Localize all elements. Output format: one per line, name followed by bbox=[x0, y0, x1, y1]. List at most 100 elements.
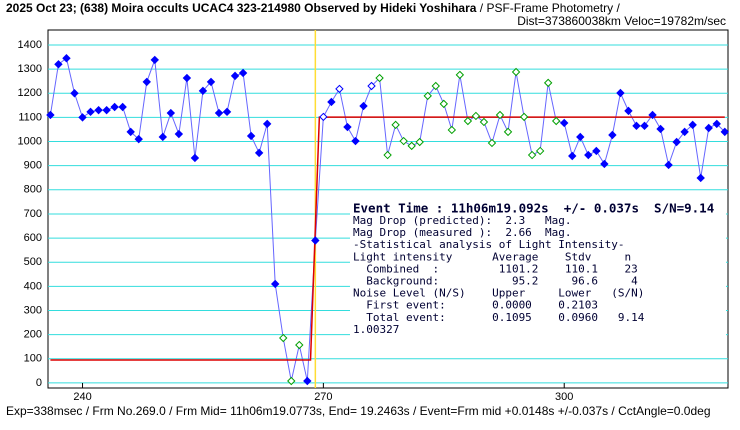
data-point bbox=[423, 91, 432, 101]
data-point bbox=[295, 340, 304, 350]
data-point bbox=[503, 127, 513, 137]
data-point bbox=[351, 136, 360, 146]
data-point bbox=[560, 118, 569, 128]
data-point bbox=[383, 150, 392, 160]
data-point bbox=[616, 88, 625, 98]
data-point bbox=[150, 55, 159, 65]
data-point bbox=[568, 151, 577, 161]
data-point bbox=[487, 138, 497, 148]
info-line: Mag Drop (predicted): 2.3 Mag. bbox=[353, 214, 572, 227]
data-point bbox=[46, 110, 55, 120]
info-line: First event: 0.0000 0.2103 bbox=[353, 299, 598, 312]
data-point bbox=[262, 119, 272, 129]
info-line: Total event: 0.1095 0.0960 9.14 bbox=[353, 311, 645, 324]
data-point bbox=[600, 159, 609, 169]
data-point bbox=[158, 132, 168, 142]
data-point bbox=[270, 279, 280, 289]
data-point bbox=[367, 81, 376, 91]
data-point bbox=[94, 105, 103, 115]
data-point bbox=[407, 141, 416, 151]
chart-subtitle2: Dist=373860038km Veloc=19782m/sec bbox=[517, 14, 726, 28]
data-point bbox=[166, 108, 176, 118]
footer: Exp=338msec / Frm No.269.0 / Frm Mid= 11… bbox=[6, 404, 711, 418]
y-tick-label: 600 bbox=[24, 232, 42, 244]
data-point bbox=[584, 150, 593, 160]
x-tick-label: 270 bbox=[314, 391, 332, 403]
data-point bbox=[287, 376, 296, 386]
chart-title-line: 2025 Oct 23; (638) Moira occults UCAC4 3… bbox=[6, 1, 620, 15]
y-tick-label: 800 bbox=[24, 184, 42, 196]
data-point bbox=[463, 116, 473, 126]
data-point bbox=[254, 148, 264, 158]
chart-subtitle: / PSF-Frame Photometry / bbox=[476, 1, 620, 15]
y-tick-label: 1400 bbox=[18, 39, 42, 51]
info-line: Background: 95.2 96.6 4 bbox=[353, 275, 638, 288]
y-tick-label: 500 bbox=[24, 256, 42, 268]
data-point bbox=[214, 108, 224, 118]
data-point bbox=[54, 60, 63, 69]
data-point bbox=[608, 130, 617, 140]
data-point bbox=[439, 99, 449, 109]
data-point bbox=[551, 116, 561, 126]
info-line: Light intensity Average Stdv n bbox=[353, 250, 631, 263]
data-point bbox=[327, 97, 336, 107]
data-point bbox=[527, 150, 537, 160]
data-point bbox=[471, 111, 481, 121]
data-point bbox=[375, 73, 384, 83]
data-point bbox=[62, 54, 71, 63]
y-tick-label: 400 bbox=[24, 280, 42, 292]
data-point bbox=[640, 121, 649, 131]
data-point bbox=[303, 376, 312, 386]
data-point bbox=[680, 127, 689, 137]
data-point bbox=[78, 113, 87, 122]
data-point bbox=[222, 107, 232, 117]
data-point bbox=[688, 120, 697, 130]
chart-title: 2025 Oct 23; (638) Moira occults UCAC4 3… bbox=[6, 1, 477, 15]
data-point bbox=[511, 67, 521, 77]
data-point bbox=[311, 236, 320, 245]
info-line: -Statistical analysis of Light Intensity… bbox=[353, 238, 625, 251]
data-point bbox=[495, 110, 505, 120]
y-tick-label: 100 bbox=[24, 353, 42, 365]
y-tick-label: 1200 bbox=[18, 87, 42, 99]
data-point bbox=[624, 106, 633, 116]
data-point bbox=[246, 131, 256, 141]
data-point bbox=[206, 77, 216, 87]
y-tick-label: 1300 bbox=[18, 63, 42, 75]
data-point bbox=[343, 122, 352, 132]
data-point bbox=[335, 84, 344, 94]
info-line: Mag Drop (measured ): 2.66 Mag. bbox=[353, 226, 572, 239]
data-point bbox=[279, 333, 288, 343]
data-point bbox=[664, 160, 673, 170]
data-point bbox=[704, 123, 713, 133]
data-point bbox=[198, 86, 208, 96]
y-tick-label: 0 bbox=[36, 377, 42, 389]
data-point bbox=[479, 117, 489, 127]
data-point bbox=[102, 105, 111, 115]
data-point bbox=[399, 136, 408, 146]
data-point bbox=[648, 110, 657, 120]
y-tick-label: 200 bbox=[24, 329, 42, 341]
info-line: Noise Level (N/S) Upper Lower (S/N) bbox=[353, 287, 644, 300]
data-point bbox=[142, 77, 151, 87]
x-tick-label: 300 bbox=[555, 391, 573, 403]
data-point bbox=[118, 102, 127, 112]
y-tick-label: 300 bbox=[24, 304, 42, 316]
data-point bbox=[110, 102, 119, 112]
data-point bbox=[134, 134, 143, 144]
data-point bbox=[455, 70, 465, 80]
info-line: Combined : 1101.2 110.1 23 bbox=[353, 262, 638, 275]
data-point bbox=[535, 146, 545, 156]
data-point bbox=[182, 73, 192, 83]
data-point bbox=[696, 173, 705, 183]
data-point bbox=[712, 119, 721, 129]
data-point bbox=[656, 124, 665, 134]
data-point bbox=[190, 153, 200, 163]
data-point bbox=[230, 71, 240, 81]
data-point bbox=[592, 146, 601, 156]
data-point bbox=[70, 89, 79, 98]
data-point bbox=[543, 78, 553, 88]
data-point bbox=[519, 112, 529, 122]
data-point bbox=[431, 81, 440, 91]
